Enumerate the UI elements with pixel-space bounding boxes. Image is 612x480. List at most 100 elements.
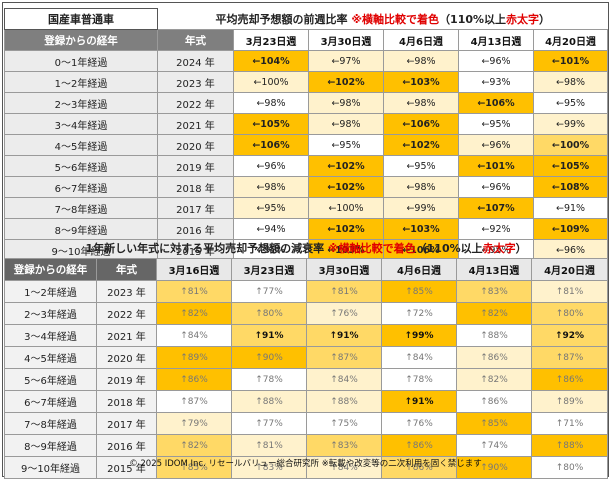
ratio-cell: ↑75% [306, 412, 382, 435]
ratio-cell: ↑72% [381, 302, 457, 325]
ratio-cell: ←103% [383, 71, 459, 93]
ratio-cell: ←98% [308, 92, 384, 114]
row-model-year: 2016 年 [157, 218, 234, 240]
ratio-cell: ↑88% [231, 390, 307, 413]
col-header-week: 3月23日週 [231, 258, 307, 281]
ratio-cell: ←96% [458, 134, 534, 156]
ratio-cell: ↑86% [381, 456, 457, 479]
col-header-age: 登録からの経年 [4, 29, 158, 51]
ratio-cell: ↑92% [530, 324, 609, 347]
ratio-cell: ←99% [532, 113, 609, 135]
ratio-cell: ↑91% [231, 324, 307, 347]
row-age-label: 7～8年経過 [4, 412, 97, 435]
ratio-cell: ↑86% [156, 368, 232, 391]
table-row: 5～6年経過 2019 年 ↑86% ↑78% ↑84% ↑78% ↑82% ↑86% [4, 368, 609, 391]
table-row: 3～4年経過 2021 年 ←105% ←98% ←106% ←95% ←99% [4, 113, 609, 135]
ratio-cell: ↑81% [231, 434, 307, 457]
copyright-footer: © 2025 IDOM Inc. リセールバリュー総合研究所 ※転載や改変等の二… [129, 459, 482, 469]
table-row: 8～9年経過 2016 年 ←94% ←102% ←103% ←92% ←109% [4, 218, 609, 240]
row-model-year: 2020 年 [157, 134, 234, 156]
row-age-label: 9～10年経過 [4, 456, 97, 479]
row-model-year: 2016 年 [96, 434, 157, 457]
row-age-label: 3～4年経過 [4, 324, 97, 347]
ratio-cell: ←95% [458, 239, 534, 261]
row-model-year: 2017 年 [96, 412, 157, 435]
row-model-year: 2023 年 [96, 280, 157, 303]
ratio-cell: ↑82% [456, 302, 532, 325]
row-age-label: 1～2年経過 [4, 71, 158, 93]
ratio-cell: ←98% [532, 71, 609, 93]
ratio-cell: ←109% [532, 218, 609, 240]
ratio-cell: ↑90% [231, 346, 307, 369]
row-age-label: 8～9年経過 [4, 434, 97, 457]
ratio-cell: ↑89% [530, 390, 609, 413]
row-model-year: 2015 年 [96, 456, 157, 479]
ratio-cell: ↑76% [381, 412, 457, 435]
ratio-cell: ←96% [458, 50, 534, 72]
ratio-cell: ↑87% [156, 390, 232, 413]
row-model-year: 2017 年 [157, 197, 234, 219]
ratio-cell: ←92% [458, 218, 534, 240]
ratio-cell: ←100% [308, 197, 384, 219]
col-header-week: 3月16日週 [156, 258, 232, 281]
row-model-year: 2022 年 [96, 302, 157, 325]
ratio-cell: ←96% [233, 155, 309, 177]
ratio-cell: ↑82% [456, 368, 532, 391]
row-age-label: 6～7年経過 [4, 390, 97, 413]
ratio-cell: ←105% [532, 155, 609, 177]
vehicle-category-caption: 国産車普通車 [4, 8, 158, 30]
ratio-cell: ↑88% [456, 324, 532, 347]
table-row: 9～10年経過 2015 年 ←92% ←103% ←106% ←95% ←96% [4, 239, 609, 261]
ratio-cell: ↑77% [231, 280, 307, 303]
ratio-cell: ↑84% [156, 324, 232, 347]
col-header-year: 年式 [96, 258, 157, 281]
ratio-cell: ↑88% [530, 434, 609, 457]
ratio-cell: ↑84% [306, 456, 382, 479]
col-header-week: 3月23日週 [233, 29, 309, 51]
ratio-cell: ←95% [233, 197, 309, 219]
table-row: 4～5年経過 2020 年 ←106% ←95% ←102% ←96% ←100% [4, 134, 609, 156]
ratio-cell: ↑87% [530, 346, 609, 369]
ratio-cell: ←95% [458, 113, 534, 135]
ratio-cell: ↑84% [306, 368, 382, 391]
table-row: 1～2年経過 2023 年 ←100% ←102% ←103% ←93% ←98% [4, 71, 609, 93]
ratio-cell: ↑79% [156, 412, 232, 435]
row-age-label: 5～6年経過 [4, 368, 97, 391]
row-model-year: 2021 年 [96, 324, 157, 347]
row-model-year: 2023 年 [157, 71, 234, 93]
row-age-label: 4～5年経過 [4, 134, 158, 156]
ratio-cell: ←102% [308, 71, 384, 93]
ratio-cell: ←94% [233, 218, 309, 240]
col-header-week: 4月20日週 [530, 258, 609, 281]
ratio-cell: ↑82% [156, 302, 232, 325]
ratio-cell: ←96% [532, 239, 609, 261]
table-row: 9～10年経過 2015 年 ↑85% ↑83% ↑84% ↑86% ↑90% ↑80% [4, 456, 609, 479]
ratio-cell: ←107% [458, 197, 534, 219]
row-model-year: 2018 年 [96, 390, 157, 413]
ratio-cell: ↑80% [530, 302, 609, 325]
ratio-cell: ↑76% [306, 302, 382, 325]
col-header-week: 4月20日週 [532, 29, 609, 51]
ratio-cell: ←106% [458, 92, 534, 114]
row-age-label: 7～8年経過 [4, 197, 158, 219]
ratio-cell: ↑83% [231, 456, 307, 479]
ratio-cell: ↑81% [306, 280, 382, 303]
table-row: 2～3年経過 2022 年 ←98% ←98% ←98% ←106% ←95% [4, 92, 609, 114]
ratio-cell: ↑84% [381, 346, 457, 369]
ratio-cell: ←92% [233, 239, 309, 261]
row-age-label: 5～6年経過 [4, 155, 158, 177]
col-header-week: 3月30日週 [308, 29, 384, 51]
table1-title: 平均売却予想額の前週比率 ※横軸比較で着色（110%以上赤太字） [215, 12, 551, 26]
table-row: 4～5年経過 2020 年 ↑89% ↑90% ↑87% ↑84% ↑86% ↑87% [4, 346, 609, 369]
ratio-cell: ←98% [233, 92, 309, 114]
table-row: 2～3年経過 2022 年 ↑82% ↑80% ↑76% ↑72% ↑82% ↑80% [4, 302, 609, 325]
ratio-cell: ↑78% [381, 368, 457, 391]
row-age-label: 4～5年経過 [4, 346, 97, 369]
ratio-cell: ←98% [383, 92, 459, 114]
ratio-cell: ↑85% [456, 412, 532, 435]
ratio-cell: ←102% [308, 218, 384, 240]
ratio-cell: ↑91% [306, 324, 382, 347]
row-model-year: 2024 年 [157, 50, 234, 72]
ratio-cell: ↑87% [306, 346, 382, 369]
col-header-week: 4月6日週 [383, 29, 459, 51]
